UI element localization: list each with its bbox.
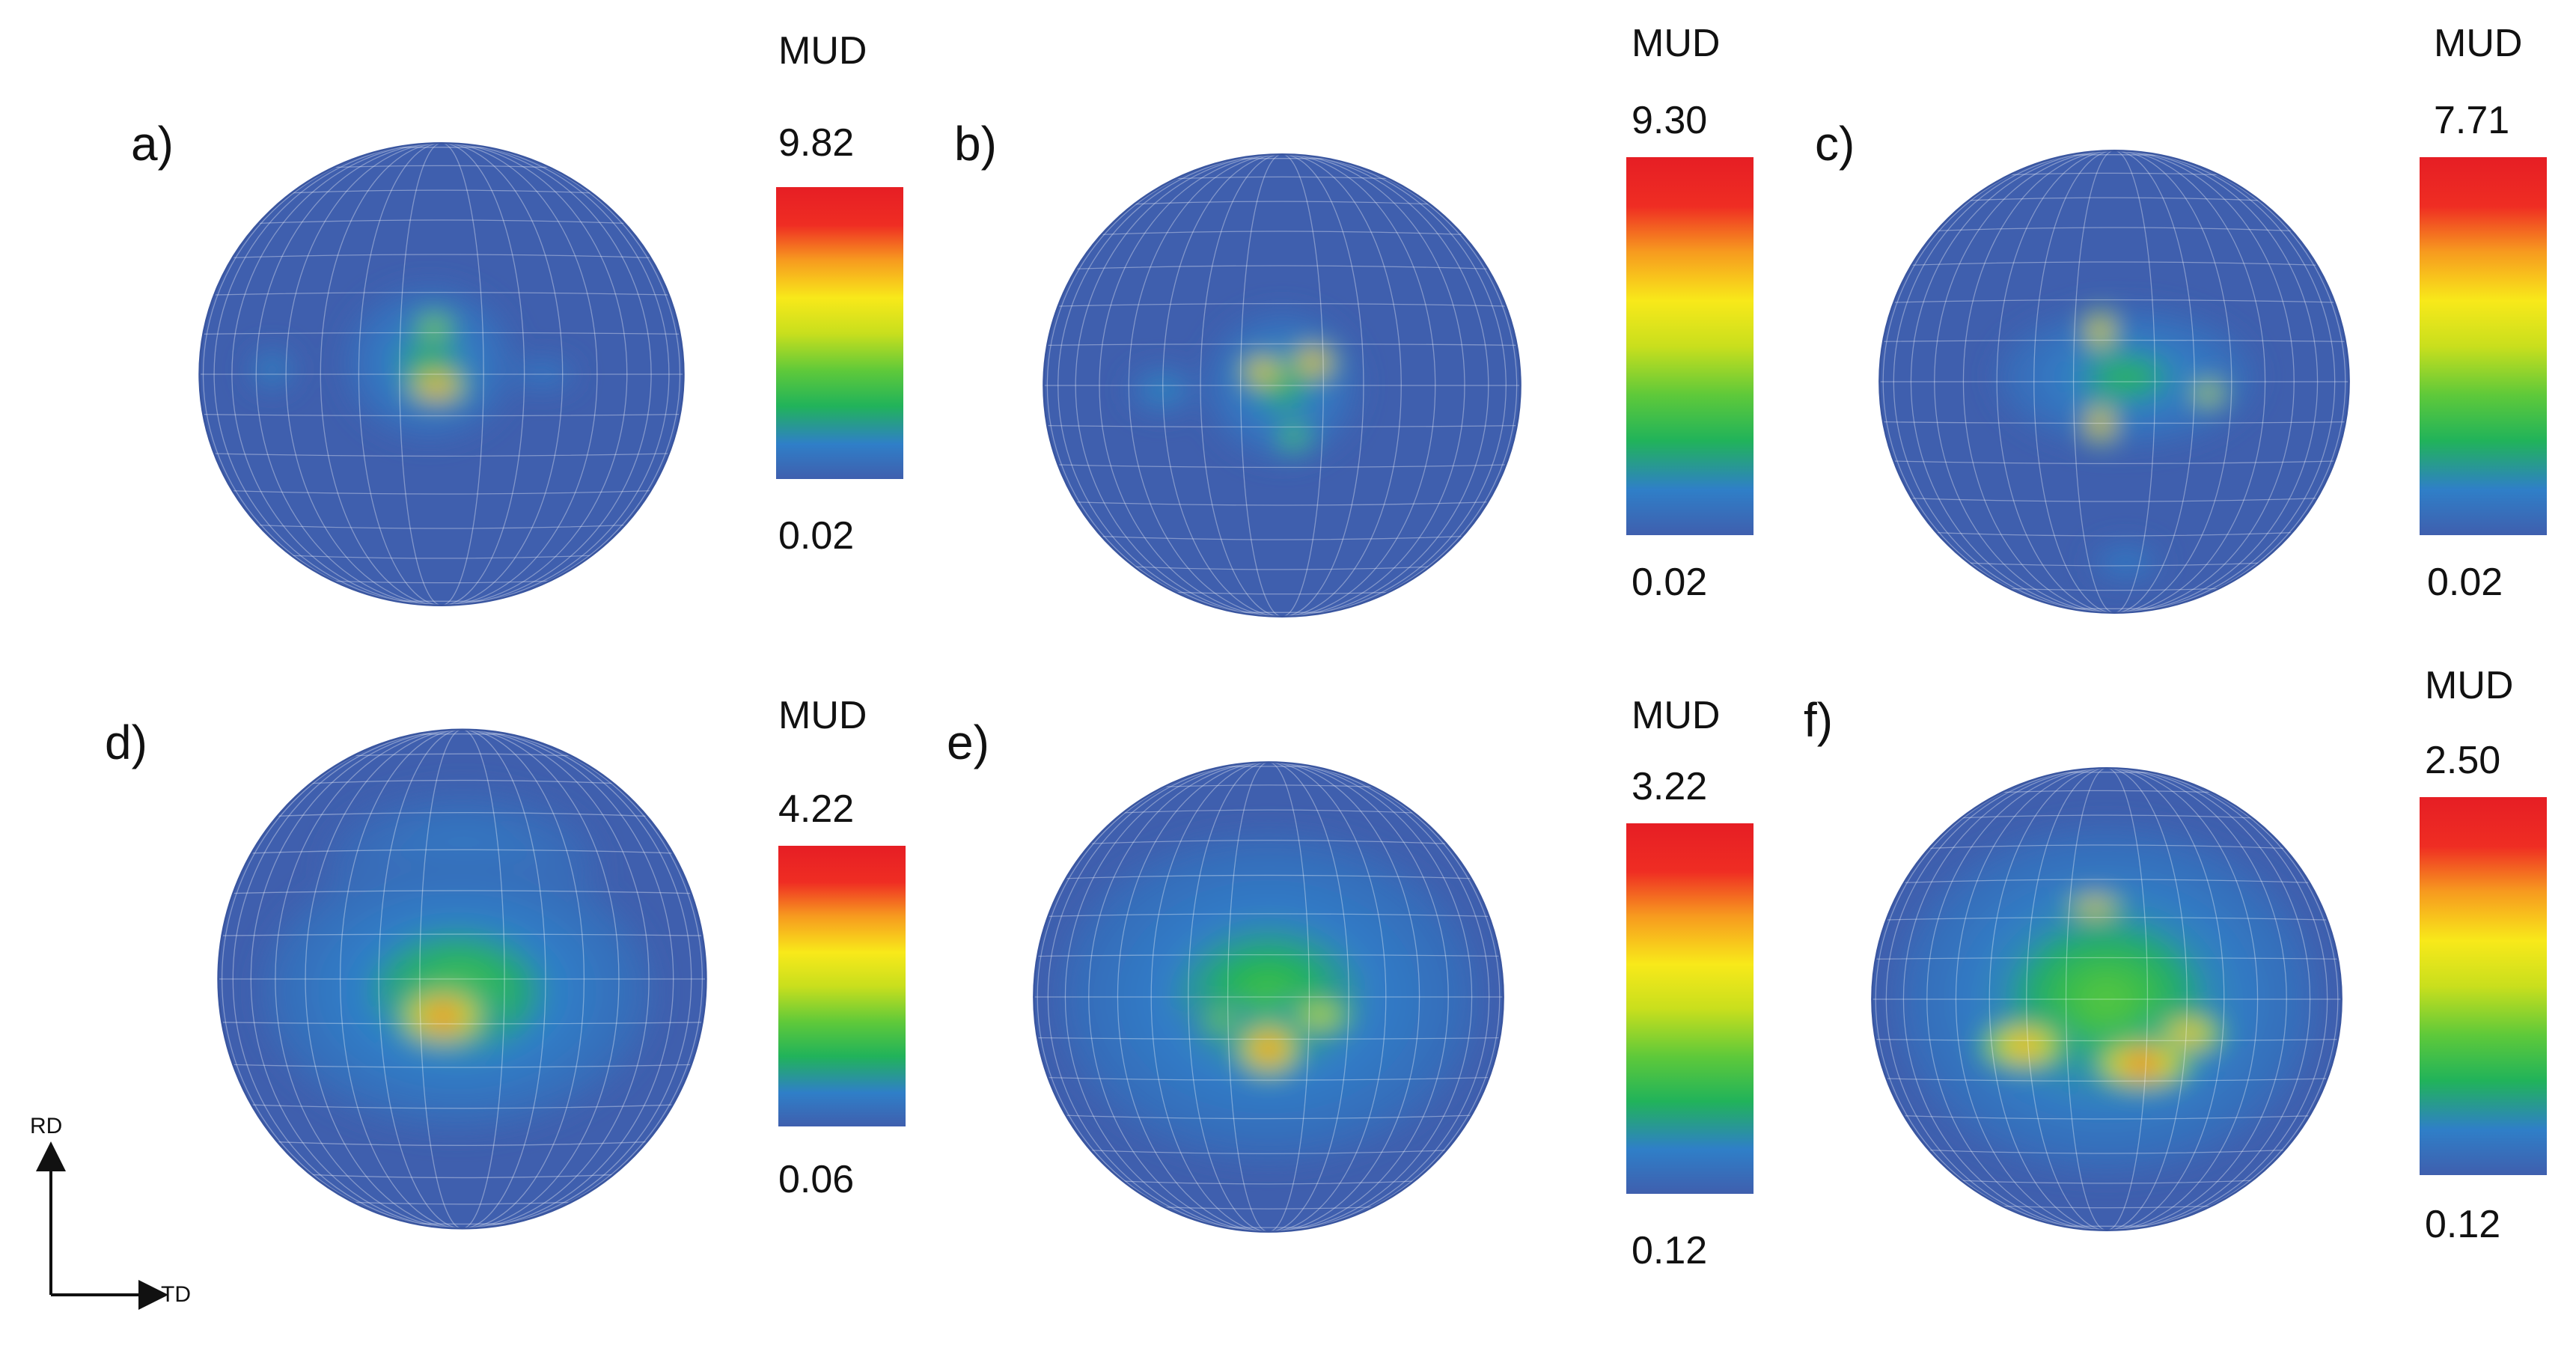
panel-label-f: f) bbox=[1804, 693, 1834, 747]
td-axis-label: TD bbox=[161, 1282, 191, 1307]
intensity-contour bbox=[430, 325, 439, 332]
rd-axis-label: RD bbox=[30, 1114, 63, 1138]
axes-arrows bbox=[36, 1141, 168, 1310]
colorbar-c bbox=[2420, 157, 2547, 535]
colorbar-b bbox=[1626, 157, 1754, 535]
colorbar-min-b: 0.02 bbox=[1632, 561, 1708, 604]
colorbar-min-a: 0.02 bbox=[778, 514, 855, 558]
panel-label-c: c) bbox=[1815, 117, 1855, 171]
colorbar-max-c: 7.71 bbox=[2434, 99, 2510, 142]
pole-figure-f bbox=[1867, 763, 2346, 1235]
colorbar-max-e: 3.22 bbox=[1632, 765, 1708, 808]
colorbar-max-d: 4.22 bbox=[778, 787, 855, 831]
intensity-contour bbox=[269, 366, 275, 373]
colorbar-min-d: 0.06 bbox=[778, 1158, 855, 1201]
intensity-contour bbox=[435, 1011, 451, 1022]
pole-figure-svg bbox=[1033, 761, 1504, 1233]
intensity-contour bbox=[1290, 433, 1298, 440]
colorbar-min-c: 0.02 bbox=[2427, 561, 2503, 604]
colorbar-max-a: 9.82 bbox=[778, 121, 855, 165]
intensity-contour bbox=[2017, 1041, 2033, 1050]
intensity-contour bbox=[432, 382, 442, 388]
intensity-contour bbox=[2108, 367, 2145, 388]
pole-figure-svg bbox=[198, 142, 685, 606]
intensity-contour bbox=[1309, 359, 1316, 365]
intensity-contour bbox=[1158, 386, 1168, 394]
pole-figure-c bbox=[1875, 146, 2354, 617]
pole-outline bbox=[1871, 767, 2342, 1231]
pole-outline bbox=[1878, 150, 2350, 614]
colorbar-title-d: MUD bbox=[778, 694, 867, 737]
intensity-contour bbox=[1259, 368, 1267, 375]
pole-outline bbox=[217, 728, 707, 1230]
colorbar-title-f: MUD bbox=[2425, 664, 2514, 707]
pole-outline bbox=[198, 142, 685, 606]
colorbar-title-e: MUD bbox=[1632, 694, 1721, 737]
colorbar-a bbox=[776, 187, 903, 479]
panel-label-d: d) bbox=[105, 716, 147, 769]
rd-td-axes-indicator: RD TD bbox=[30, 1114, 191, 1317]
intensity-contour bbox=[1313, 1013, 1327, 1019]
pole-figure-d bbox=[213, 725, 711, 1233]
colorbar-max-b: 9.30 bbox=[1632, 99, 1708, 142]
colorbar-title-c: MUD bbox=[2434, 22, 2523, 65]
intensity-contour bbox=[2098, 327, 2103, 335]
pole-figure-svg bbox=[1871, 767, 2342, 1231]
pole-figure-e bbox=[1029, 757, 1508, 1236]
intensity-contour bbox=[1263, 1044, 1275, 1053]
colorbar-e bbox=[1626, 823, 1754, 1194]
intensity-contour bbox=[2090, 905, 2101, 909]
colorbar-title-b: MUD bbox=[1632, 22, 1721, 65]
colorbar-min-f: 0.12 bbox=[2425, 1203, 2501, 1246]
pole-figure-a bbox=[195, 138, 689, 610]
colorbar-min-e: 0.12 bbox=[1632, 1229, 1708, 1272]
intensity-contour bbox=[2120, 559, 2131, 565]
intensity-contour bbox=[1216, 1017, 1227, 1023]
colorbar-d bbox=[778, 846, 906, 1126]
panel-label-a: a) bbox=[131, 117, 174, 171]
stereographic-grid bbox=[1034, 762, 1504, 1232]
intensity-contour bbox=[538, 371, 548, 377]
pole-figure-svg bbox=[217, 728, 707, 1230]
intensity-contour bbox=[2182, 1030, 2195, 1037]
intensity-contour bbox=[2205, 391, 2212, 396]
pole-figure-svg bbox=[1878, 150, 2350, 614]
pole-outline bbox=[1043, 153, 1522, 617]
intensity-contour bbox=[2098, 420, 2103, 427]
intensity-contour bbox=[2076, 974, 2137, 1025]
colorbar-title-a: MUD bbox=[778, 29, 867, 73]
pole-figure-svg bbox=[1043, 153, 1522, 617]
pole-outline bbox=[1033, 761, 1504, 1233]
panel-label-e: e) bbox=[947, 716, 989, 769]
colorbar-f bbox=[2420, 797, 2547, 1175]
pole-figure-b bbox=[1039, 150, 1525, 621]
colorbar-max-f: 2.50 bbox=[2425, 739, 2501, 782]
panel-label-b: b) bbox=[954, 117, 997, 171]
intensity-contour bbox=[2133, 1060, 2151, 1068]
